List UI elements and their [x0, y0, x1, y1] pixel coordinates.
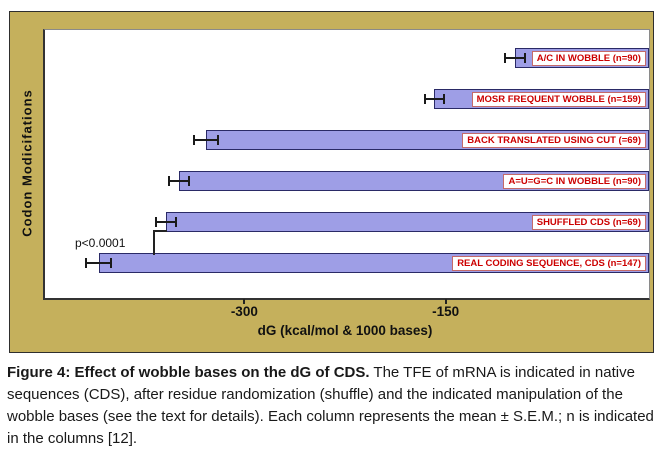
error-bar	[155, 221, 177, 223]
bar: REAL CODING SEQUENCE, CDS (n=147)	[98, 253, 649, 273]
error-bar-cap	[187, 176, 190, 186]
bar: A/C IN WOBBLE (n=90)	[514, 48, 649, 68]
bars-layer: A/C IN WOBBLE (n=90) MOSR FREQUENT WOBBLE…	[45, 30, 649, 298]
bar: MOSR FREQUENT WOBBLE (n=159)	[434, 89, 649, 109]
error-bar-cap	[523, 53, 526, 63]
bar-label: REAL CODING SEQUENCE, CDS (n=147)	[452, 255, 646, 271]
bar-label: A/C IN WOBBLE (n=90)	[531, 50, 646, 66]
error-bar-cap	[504, 53, 507, 63]
bar-label: A=U=G=C IN WOBBLE (n=90)	[503, 173, 646, 189]
error-bar-cap	[155, 217, 158, 227]
error-bar	[168, 180, 190, 182]
y-axis-title: Codon Modicifations	[19, 89, 35, 237]
bar-label: SHUFFLED CDS (n=69)	[531, 214, 646, 230]
significance-bracket-arm	[153, 230, 167, 232]
x-tick-label: -300	[230, 304, 258, 319]
bar: BACK TRANSLATED USING CUT (=69)	[206, 130, 649, 150]
figure-caption-title: Figure 4: Effect of wobble bases on the …	[7, 364, 370, 381]
bar: A=U=G=C IN WOBBLE (n=90)	[179, 171, 649, 191]
error-bar-cap	[192, 135, 195, 145]
bar-label: BACK TRANSLATED USING CUT (=69)	[462, 132, 646, 148]
x-tick-mark	[444, 299, 447, 304]
error-bar	[423, 98, 445, 100]
p-value-annotation: p<0.0001	[75, 236, 126, 250]
error-bar-cap	[174, 217, 177, 227]
error-bar-cap	[442, 94, 445, 104]
error-bar-cap	[217, 135, 220, 145]
plot-area: A/C IN WOBBLE (n=90) MOSR FREQUENT WOBBLE…	[43, 29, 650, 300]
error-bar-cap	[168, 176, 171, 186]
error-bar-cap	[110, 258, 113, 268]
x-tick-label: -150	[432, 304, 460, 319]
error-bar	[504, 57, 526, 59]
x-axis-title: dG (kcal/mol & 1000 bases)	[257, 323, 433, 338]
figure-caption: Figure 4: Effect of wobble bases on the …	[7, 362, 657, 450]
error-bar-cap	[423, 94, 426, 104]
figure-chart: Codon Modicifations A/C IN WOBBLE (n=90)…	[9, 11, 654, 353]
error-bar-cap	[85, 258, 88, 268]
error-bar	[192, 139, 220, 141]
bar: SHUFFLED CDS (n=69)	[165, 212, 649, 232]
bar-label: MOSR FREQUENT WOBBLE (n=159)	[471, 91, 646, 107]
error-bar	[85, 262, 113, 264]
figure-caption-body: The TFE of mRNA is indicated in native s…	[7, 364, 654, 447]
x-tick-mark	[243, 299, 246, 304]
significance-bracket	[153, 230, 155, 255]
